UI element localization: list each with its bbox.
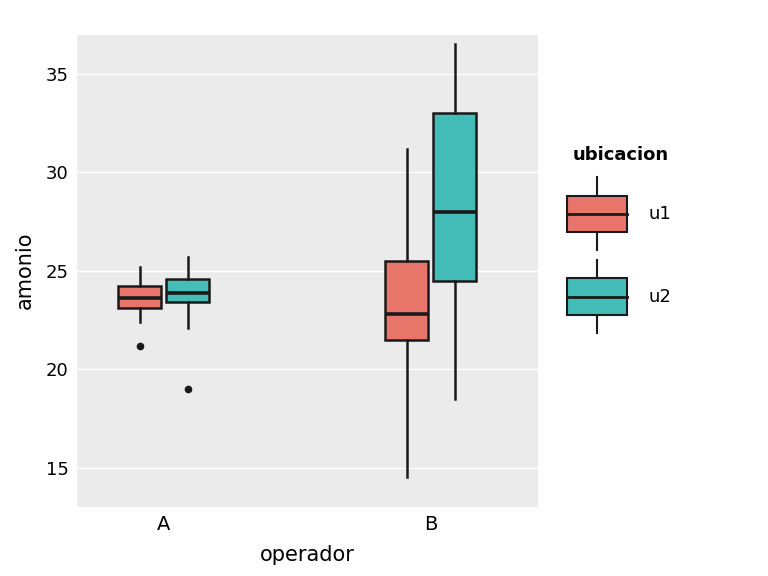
FancyBboxPatch shape: [567, 279, 627, 314]
Bar: [118, 286, 161, 308]
Y-axis label: amonio: amonio: [15, 232, 35, 309]
Bar: [167, 279, 209, 302]
Bar: [386, 261, 428, 340]
FancyBboxPatch shape: [567, 196, 627, 232]
Text: ubicacion: ubicacion: [573, 146, 669, 164]
Text: u2: u2: [649, 287, 672, 306]
Bar: [433, 113, 476, 281]
Text: u1: u1: [649, 204, 671, 223]
X-axis label: operador: operador: [260, 545, 355, 565]
